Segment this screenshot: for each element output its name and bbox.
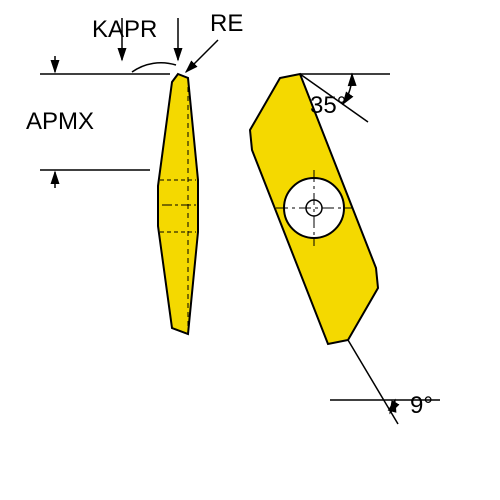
side-view-insert bbox=[158, 74, 198, 334]
diagram-svg bbox=[0, 0, 500, 500]
apmx-label: APMX bbox=[26, 108, 94, 136]
cutting-insert-diagram: KAPR RE APMX 35° 9° bbox=[0, 0, 500, 500]
re-leader bbox=[186, 40, 218, 72]
angle9-label: 9° bbox=[410, 392, 433, 420]
angle35-label: 35° bbox=[310, 92, 346, 120]
kapr-label: KAPR bbox=[92, 16, 157, 44]
re-label: RE bbox=[210, 10, 243, 38]
